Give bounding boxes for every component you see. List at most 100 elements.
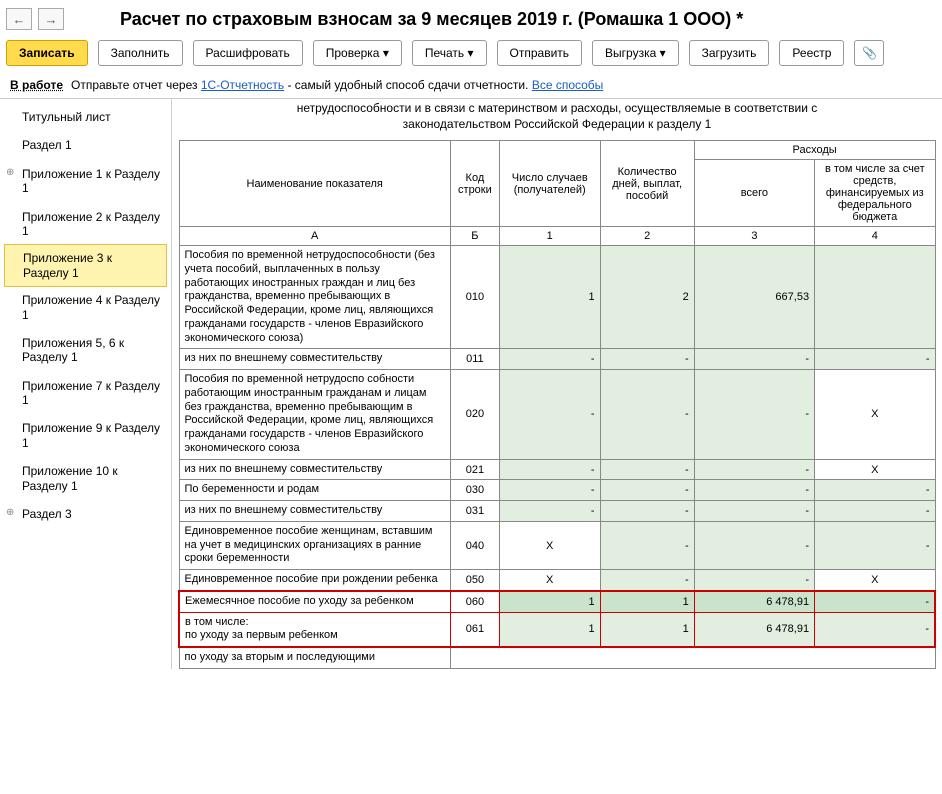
table-row: по уходу за вторым и последующими <box>179 647 935 668</box>
cell-code: 021 <box>450 459 499 480</box>
cell-desc: из них по внешнему совместительству <box>179 349 450 370</box>
cell-value[interactable]: - <box>499 370 600 460</box>
table-row: Пособия по временной нетрудоспособ­ности… <box>179 246 935 349</box>
toolbar: Записать Заполнить Расшифровать Проверка… <box>0 34 942 72</box>
save-button[interactable]: Записать <box>6 40 88 66</box>
sidebar-item[interactable]: Раздел 1 <box>0 131 171 159</box>
back-button[interactable]: ← <box>6 8 32 30</box>
cell-value[interactable]: - <box>499 459 600 480</box>
cell-value[interactable]: - <box>499 480 600 501</box>
cell-value[interactable]: 1 <box>600 591 694 612</box>
col-a: А <box>179 227 450 246</box>
cell-value[interactable]: - <box>815 521 935 569</box>
load-button[interactable]: Загрузить <box>689 40 770 66</box>
cell-value[interactable]: 6 478,91 <box>694 612 814 647</box>
cell-desc: Пособия по временной нетрудоспособ­ности… <box>179 246 450 349</box>
link-all-methods[interactable]: Все способы <box>532 78 604 92</box>
sidebar-item[interactable]: Приложение 1 к Разделу 1 <box>0 160 171 203</box>
cell-code: 040 <box>450 521 499 569</box>
cell-code: 010 <box>450 246 499 349</box>
cell-value[interactable]: - <box>815 591 935 612</box>
cell-value[interactable]: - <box>499 501 600 522</box>
cell-value[interactable]: - <box>815 612 935 647</box>
cell-value: X <box>499 521 600 569</box>
sidebar-item[interactable]: Приложение 9 к Разделу 1 <box>0 414 171 457</box>
cell-code: 031 <box>450 501 499 522</box>
th-fed: в том числе за счет средств, финансируем… <box>815 160 935 227</box>
table-row: По беременности и родам030---- <box>179 480 935 501</box>
cell-desc: Пособия по временной нетрудоспо собно­ст… <box>179 370 450 460</box>
sidebar-item[interactable]: Приложение 7 к Разделу 1 <box>0 372 171 415</box>
col-2: 2 <box>600 227 694 246</box>
col-4: 4 <box>815 227 935 246</box>
decode-button[interactable]: Расшифровать <box>193 40 303 66</box>
cell-value[interactable]: - <box>815 349 935 370</box>
cell-value[interactable]: - <box>815 501 935 522</box>
cell-desc: Единовременное пособие при рождении ребе… <box>179 570 450 591</box>
fill-button[interactable]: Заполнить <box>98 40 183 66</box>
cell-value[interactable]: - <box>694 349 814 370</box>
sidebar: Титульный листРаздел 1Приложение 1 к Раз… <box>0 99 172 669</box>
attach-button[interactable]: 📎 <box>854 40 884 66</box>
cell-desc: из них по внешнему совместительству <box>179 501 450 522</box>
cell-value[interactable]: 6 478,91 <box>694 591 814 612</box>
cell-value[interactable]: 1 <box>499 591 600 612</box>
info-text: Отправьте отчет через 1С-Отчетность - са… <box>71 78 603 92</box>
cell-value[interactable]: - <box>694 521 814 569</box>
cell-value[interactable]: - <box>600 570 694 591</box>
cell-value[interactable]: 667,53 <box>694 246 814 349</box>
cell-value: X <box>499 570 600 591</box>
table-row: Единовременное пособие при рождении ребе… <box>179 570 935 591</box>
status-label: В работе <box>10 78 63 92</box>
table-row: из них по внешнему совместительству021--… <box>179 459 935 480</box>
th-cases: Число случаев (получателей) <box>499 141 600 227</box>
cell-code: 011 <box>450 349 499 370</box>
cell-desc: Единовременное пособие женщинам, вставши… <box>179 521 450 569</box>
sidebar-item[interactable]: Раздел 3 <box>0 500 171 528</box>
table-row: из них по внешнему совместительству031--… <box>179 501 935 522</box>
paperclip-icon: 📎 <box>862 46 877 60</box>
table-row: Единовременное пособие женщинам, вставши… <box>179 521 935 569</box>
cell-value[interactable]: - <box>600 480 694 501</box>
link-1c[interactable]: 1С-Отчетность <box>201 78 284 92</box>
sidebar-item[interactable]: Приложение 2 к Разделу 1 <box>0 203 171 246</box>
cell-value[interactable] <box>815 246 935 349</box>
cell-value[interactable]: - <box>694 480 814 501</box>
cell-value[interactable]: 2 <box>600 246 694 349</box>
cell-value[interactable]: - <box>600 501 694 522</box>
th-code: Код строки <box>450 141 499 227</box>
cell-value[interactable]: - <box>694 370 814 460</box>
cell-value[interactable]: - <box>600 459 694 480</box>
content-area: нетрудоспособности и в связи с материнст… <box>172 99 942 669</box>
sidebar-item[interactable]: Приложение 4 к Разделу 1 <box>0 286 171 329</box>
cell-value[interactable]: 1 <box>499 246 600 349</box>
sidebar-item[interactable]: Приложение 3 к Разделу 1 <box>4 244 167 287</box>
sidebar-item[interactable]: Приложения 5, 6 к Разделу 1 <box>0 329 171 372</box>
cell-desc: в том числе:по уходу за первым ребенком <box>179 612 450 647</box>
cell-value[interactable]: - <box>600 521 694 569</box>
table-row: Пособия по временной нетрудоспо собно­ст… <box>179 370 935 460</box>
th-name: Наименование показателя <box>179 141 450 227</box>
cell-value[interactable]: - <box>600 370 694 460</box>
cell-value[interactable]: - <box>499 349 600 370</box>
forward-button[interactable]: → <box>38 8 64 30</box>
sidebar-item[interactable]: Приложение 10 к Разделу 1 <box>0 457 171 500</box>
cell-value[interactable]: - <box>694 459 814 480</box>
th-days: Количество дней, выплат, пособий <box>600 141 694 227</box>
print-button[interactable]: Печать ▾ <box>412 40 487 66</box>
cell-value: X <box>815 570 935 591</box>
sidebar-item[interactable]: Титульный лист <box>0 103 171 131</box>
cell-code: 030 <box>450 480 499 501</box>
check-button[interactable]: Проверка ▾ <box>313 40 402 66</box>
table-row: в том числе:по уходу за первым ребенком0… <box>179 612 935 647</box>
cell-code: 061 <box>450 612 499 647</box>
cell-value[interactable]: - <box>694 570 814 591</box>
cell-value[interactable]: - <box>815 480 935 501</box>
upload-button[interactable]: Выгрузка ▾ <box>592 40 679 66</box>
cell-value[interactable]: - <box>694 501 814 522</box>
send-button[interactable]: Отправить <box>497 40 583 66</box>
cell-value[interactable]: 1 <box>499 612 600 647</box>
cell-value[interactable]: 1 <box>600 612 694 647</box>
registry-button[interactable]: Реестр <box>779 40 844 66</box>
cell-value[interactable]: - <box>600 349 694 370</box>
